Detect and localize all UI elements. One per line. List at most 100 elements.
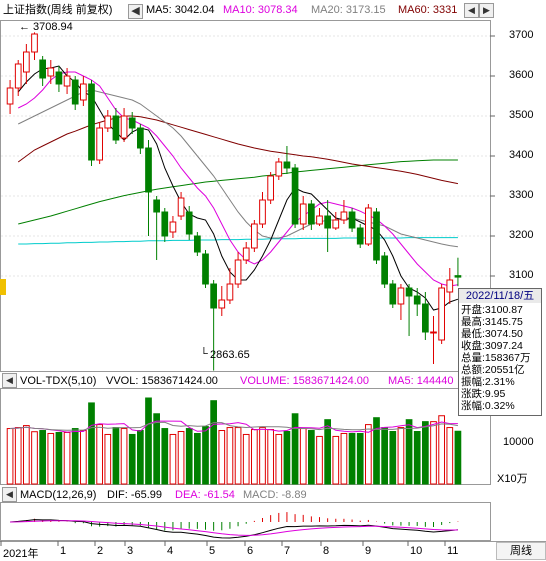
- volume-bar: [185, 428, 193, 485]
- volume-bar: [324, 419, 331, 485]
- volume-bar: [299, 428, 307, 485]
- candle: [291, 164, 299, 228]
- candle-body: [251, 223, 258, 249]
- candle: [430, 316, 437, 364]
- candle: [251, 220, 258, 252]
- candle-body: [234, 259, 242, 285]
- info-row-value: 158367万: [484, 352, 531, 364]
- candle: [413, 288, 421, 316]
- candle-body: [39, 59, 46, 79]
- volume-bar: [120, 428, 128, 485]
- volume-title[interactable]: VOL-TDX(5,10): [20, 375, 97, 387]
- candle-body: [381, 255, 388, 285]
- volume-bar: [31, 431, 38, 485]
- candle-body: [104, 115, 112, 129]
- volume-prev-button[interactable]: ◀: [2, 373, 17, 388]
- info-row-label: 收盘: [461, 340, 482, 352]
- volume-bar: [145, 397, 152, 485]
- volume-bar: [6, 428, 14, 485]
- candle-body: [291, 167, 299, 225]
- volume-header: ◀ VOL-TDX(5,10) VVOL: 1583671424.00 VOLU…: [0, 372, 490, 388]
- volume-bar: [283, 431, 291, 485]
- volume-bar: [14, 427, 22, 485]
- macd-prev-button[interactable]: ◀: [2, 487, 17, 502]
- candle-body: [6, 87, 14, 105]
- candle: [153, 196, 160, 260]
- volume-bar: [39, 430, 46, 485]
- volume-bar: [137, 430, 144, 485]
- volume-bar: [226, 427, 234, 485]
- candle: [324, 200, 331, 252]
- info-row-value: 9.95: [484, 388, 506, 400]
- macd-title[interactable]: MACD(12,26,9): [20, 489, 97, 501]
- time-axis-label: 5: [209, 545, 216, 557]
- candle-body: [137, 127, 144, 149]
- volume-bar: [161, 428, 169, 485]
- volume-bar: [153, 413, 160, 485]
- candle: [137, 124, 144, 154]
- time-axis-label: 4: [167, 545, 174, 557]
- volume-bar: [356, 432, 364, 485]
- side-collapse-tab[interactable]: [0, 279, 6, 295]
- candle: [234, 252, 242, 288]
- volume-axis-label: 10000: [503, 436, 534, 448]
- candle-body: [348, 211, 356, 229]
- volume-bar: [291, 413, 299, 485]
- macd-header: ◀ MACD(12,26,9) DIF: -65.99 DEA: -61.54 …: [0, 486, 490, 502]
- high-marker-icon: ←: [19, 21, 30, 33]
- period-button[interactable]: 周线: [496, 542, 546, 560]
- volume-bar: [381, 427, 388, 485]
- volume-bar: [63, 431, 71, 485]
- volume-bar: [438, 415, 445, 485]
- candle-body: [365, 207, 372, 245]
- candle: [210, 280, 217, 371]
- volume-unit: X10万: [497, 473, 528, 485]
- candle-body: [161, 211, 169, 237]
- price-axis-label: 3500: [509, 109, 534, 121]
- candle: [14, 60, 22, 96]
- candle: [340, 200, 348, 224]
- chart-title[interactable]: 上证指数(周线 前复权): [3, 4, 113, 16]
- prev-arrow-button[interactable]: ◀: [464, 3, 479, 18]
- candle: [6, 80, 14, 114]
- candle-body: [299, 203, 307, 225]
- candle: [161, 208, 169, 242]
- candle: [316, 208, 323, 226]
- candle: [104, 110, 112, 132]
- high-annotation: 3708.94: [33, 21, 73, 33]
- candle-body: [356, 227, 364, 245]
- candle: [39, 56, 46, 86]
- candle: [31, 32, 38, 60]
- info-row: 开盘:3100.87: [461, 305, 523, 316]
- candle: [308, 200, 315, 230]
- candle-body: [397, 287, 405, 305]
- candle: [389, 280, 397, 308]
- candle: [120, 108, 128, 142]
- time-axis-label: 11: [447, 545, 459, 557]
- price-axis-label: 3300: [509, 189, 534, 201]
- low-marker-icon: └: [200, 348, 208, 360]
- prev-indicator-button[interactable]: ◀: [128, 4, 143, 19]
- candle-body: [194, 235, 201, 253]
- time-axis-label: 6: [247, 545, 254, 557]
- candle-body: [413, 295, 421, 305]
- candle: [202, 250, 209, 288]
- ma5-label: MA5: 3042.04: [146, 4, 215, 16]
- candle: [373, 208, 380, 264]
- info-row-label: 开盘: [461, 304, 482, 316]
- candle-body: [454, 275, 462, 278]
- candle-body: [145, 147, 152, 193]
- info-row-value: 0.32%: [484, 400, 515, 412]
- candle-body: [438, 287, 445, 341]
- candle: [299, 196, 307, 230]
- candle-body: [324, 215, 331, 229]
- volume-bar: [397, 427, 405, 485]
- next-arrow-button[interactable]: ▶: [479, 3, 494, 18]
- ma20-label: MA20: 3173.15: [311, 4, 386, 16]
- volume-bar: [373, 417, 380, 485]
- time-axis-label: 8: [323, 545, 330, 557]
- volume-bar: [316, 435, 323, 485]
- volume-bar: [275, 433, 283, 485]
